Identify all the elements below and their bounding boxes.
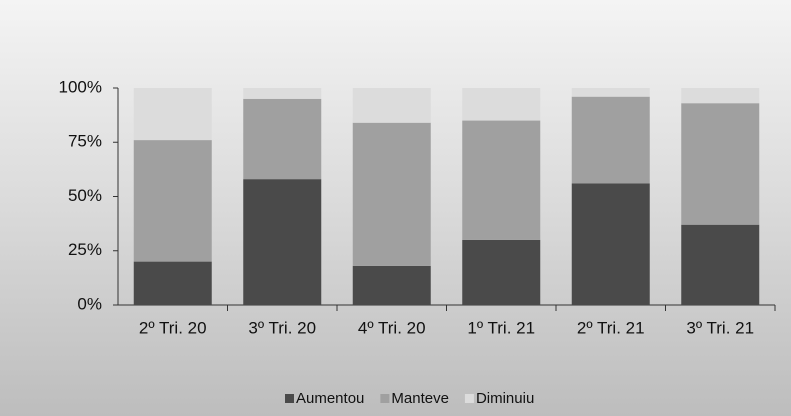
y-tick-label: 100% — [59, 77, 102, 96]
bar-segment — [572, 183, 650, 305]
legend-label: Aumentou — [296, 390, 364, 407]
bar-segment — [462, 240, 540, 305]
x-tick-label: 3º Tri. 20 — [248, 318, 316, 337]
x-tick-label: 1º Tri. 21 — [467, 318, 535, 337]
legend-swatch — [380, 394, 389, 403]
x-tick-label: 2º Tri. 20 — [139, 318, 207, 337]
bar-segment — [681, 88, 759, 103]
bar-segment — [134, 88, 212, 140]
legend-label: Diminuiu — [476, 390, 534, 407]
x-tick-label: 4º Tri. 20 — [358, 318, 426, 337]
bar-segment — [572, 88, 650, 97]
x-tick-label: 3º Tri. 21 — [686, 318, 754, 337]
y-tick-label: 0% — [77, 294, 102, 313]
bar-segment — [134, 262, 212, 305]
legend-label: Manteve — [391, 390, 449, 407]
legend-swatch — [285, 394, 294, 403]
bar-segment — [681, 225, 759, 305]
bar-segment — [462, 121, 540, 240]
bar-segment — [353, 266, 431, 305]
bar-segment — [243, 179, 321, 305]
y-tick-label: 75% — [68, 132, 102, 151]
bar-segment — [353, 123, 431, 266]
bar-segment — [462, 88, 540, 121]
y-tick-label: 25% — [68, 240, 102, 259]
bar-segment — [353, 88, 431, 123]
bar-segment — [243, 88, 321, 99]
x-tick-label: 2º Tri. 21 — [577, 318, 645, 337]
bar-segment — [681, 103, 759, 225]
legend-swatch — [465, 394, 474, 403]
bar-segment — [134, 140, 212, 262]
bar-segment — [243, 99, 321, 179]
y-tick-label: 50% — [68, 186, 102, 205]
chart: 0% 25% 50% 75% 100% 2º Tri. 20 3º Tri. 20 4º Tr… — [0, 0, 791, 416]
bar-segment — [572, 97, 650, 184]
